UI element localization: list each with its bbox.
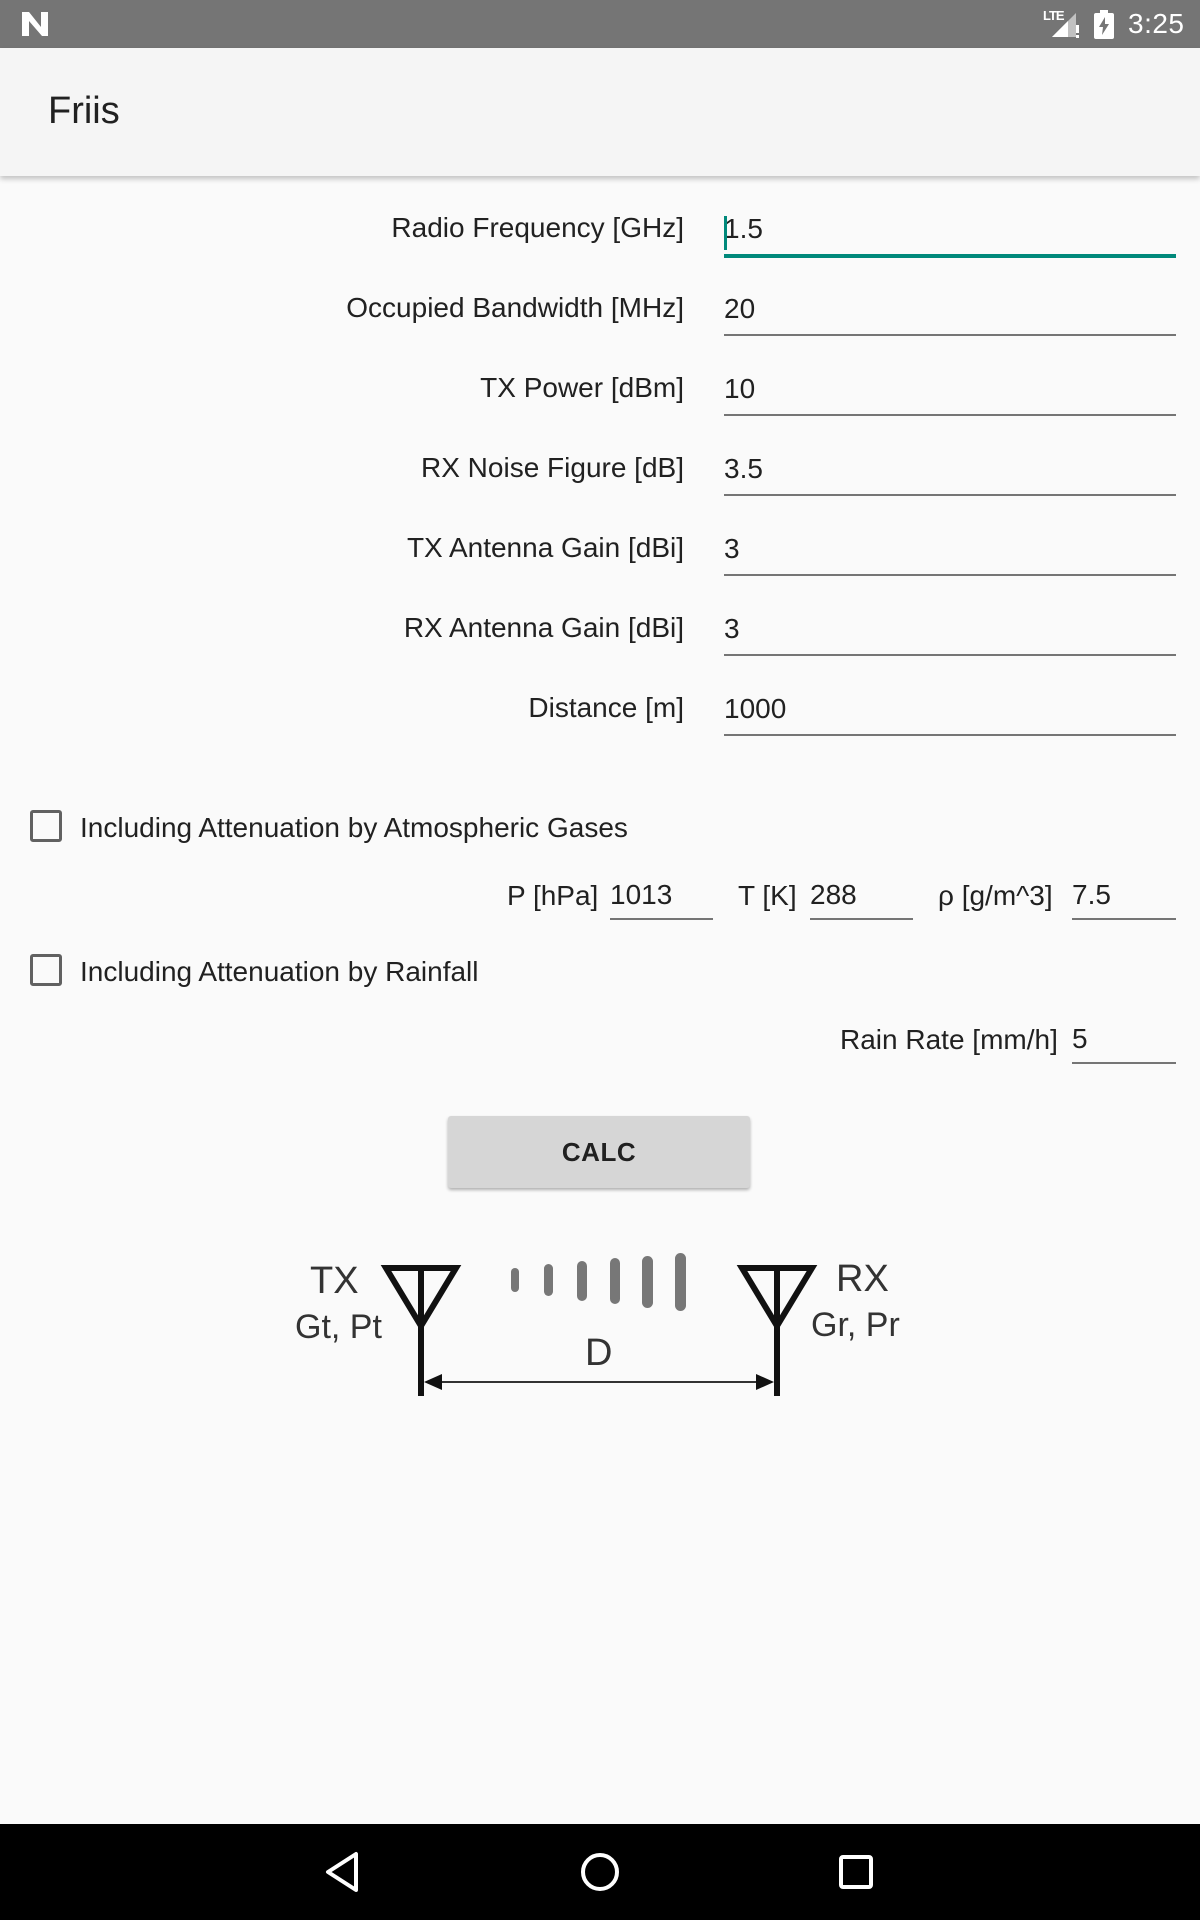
rainfall-checkbox-row[interactable]: Including Attenuation by Rainfall xyxy=(0,944,1200,1004)
tx-power-label: TX Power [dBm] xyxy=(480,372,684,403)
form-row-rx-noise-figure: RX Noise Figure [dB] xyxy=(0,432,1200,512)
distance-d-label: D xyxy=(585,1332,613,1374)
occupied-bandwidth-label: Occupied Bandwidth [MHz] xyxy=(346,292,684,323)
network-type-label: LTE xyxy=(1043,8,1065,23)
back-icon[interactable] xyxy=(318,1846,370,1898)
density-input[interactable] xyxy=(1072,872,1176,920)
form-row-rx-antenna-gain: RX Antenna Gain [dBi] xyxy=(0,592,1200,672)
pressure-input[interactable] xyxy=(610,872,713,920)
radio-wave-icon xyxy=(511,1253,686,1311)
rain-rate-label: Rain Rate [mm/h] xyxy=(840,1024,1058,1055)
temperature-label: T [K] xyxy=(738,880,797,911)
friis-diagram: TX Gt, Pt RX Gr, Pr D xyxy=(280,1236,920,1406)
radio-frequency-label: Radio Frequency [GHz] xyxy=(391,212,684,243)
tx-label: TX xyxy=(310,1260,359,1302)
rx-params-label: Gr, Pr xyxy=(811,1306,900,1344)
atmospheric-checkbox[interactable] xyxy=(30,810,62,842)
tx-params-label: Gt, Pt xyxy=(295,1308,382,1346)
occupied-bandwidth-input[interactable] xyxy=(724,284,1176,336)
rx-label: RX xyxy=(836,1258,889,1300)
distance-input[interactable] xyxy=(724,684,1176,736)
rainfall-checkbox[interactable] xyxy=(30,954,62,986)
app-bar: Friis xyxy=(0,48,1200,176)
tx-antenna-gain-label: TX Antenna Gain [dBi] xyxy=(406,532,684,563)
n-logo-icon xyxy=(22,12,48,36)
antenna-link-drawing xyxy=(380,1253,818,1396)
radio-frequency-input[interactable] xyxy=(724,204,1176,258)
atmospheric-checkbox-label: Including Attenuation by Atmospheric Gas… xyxy=(80,812,628,843)
tx-power-input[interactable] xyxy=(724,364,1176,416)
calc-button[interactable]: CALC xyxy=(448,1116,750,1188)
status-time: 3:25 xyxy=(1128,8,1185,39)
rx-noise-figure-input[interactable] xyxy=(724,444,1176,496)
rx-antenna-gain-label: RX Antenna Gain [dBi] xyxy=(403,612,684,643)
recents-icon[interactable] xyxy=(830,1846,882,1898)
temperature-input[interactable] xyxy=(810,872,913,920)
density-label: ρ [g/m^3] xyxy=(938,880,1053,911)
text-cursor xyxy=(724,216,727,250)
rx-antenna-gain-input[interactable] xyxy=(724,604,1176,656)
tx-antenna-gain-input[interactable] xyxy=(724,524,1176,576)
rx-antenna-icon xyxy=(736,1265,818,1396)
form-row-distance: Distance [m] xyxy=(0,672,1200,752)
form-row-radio-frequency: Radio Frequency [GHz] xyxy=(0,192,1200,272)
form-row-tx-antenna-gain: TX Antenna Gain [dBi] xyxy=(0,512,1200,592)
rain-rate-input[interactable] xyxy=(1072,1016,1176,1064)
home-icon[interactable] xyxy=(574,1846,626,1898)
distance-label: Distance [m] xyxy=(528,692,684,723)
app-title: Friis xyxy=(48,90,120,132)
rx-noise-figure-label: RX Noise Figure [dB] xyxy=(421,452,684,483)
atmospheric-checkbox-row[interactable]: Including Attenuation by Atmospheric Gas… xyxy=(0,800,1200,860)
rainfall-checkbox-label: Including Attenuation by Rainfall xyxy=(80,956,479,987)
distance-arrow-icon xyxy=(424,1374,774,1390)
navigation-bar xyxy=(0,1824,1200,1920)
status-bar: LTE 3:25 xyxy=(0,0,1200,48)
form-row-tx-power: TX Power [dBm] xyxy=(0,352,1200,432)
battery-charging-icon xyxy=(1094,10,1114,39)
signal-icon xyxy=(1052,13,1079,38)
pressure-label: P [hPa] xyxy=(507,880,599,911)
tx-antenna-icon xyxy=(380,1265,462,1396)
form-row-occupied-bandwidth: Occupied Bandwidth [MHz] xyxy=(0,272,1200,352)
